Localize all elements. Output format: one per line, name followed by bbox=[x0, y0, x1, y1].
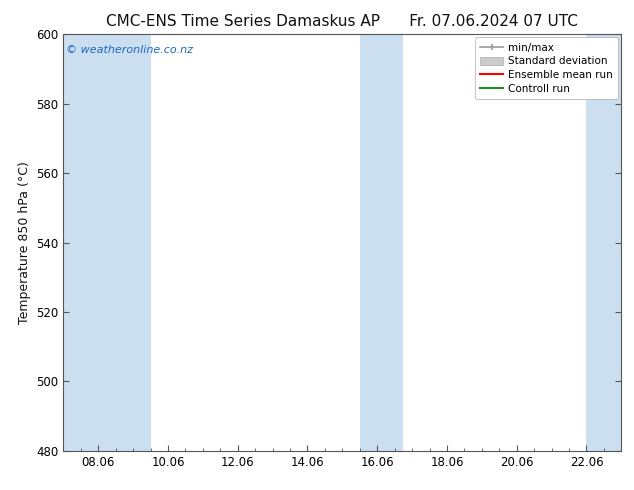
Y-axis label: Temperature 850 hPa (°C): Temperature 850 hPa (°C) bbox=[18, 161, 30, 324]
Bar bbox=[359, 34, 403, 451]
Title: CMC-ENS Time Series Damaskus AP      Fr. 07.06.2024 07 UTC: CMC-ENS Time Series Damaskus AP Fr. 07.0… bbox=[107, 14, 578, 29]
Text: © weatheronline.co.nz: © weatheronline.co.nz bbox=[66, 45, 193, 55]
Bar bbox=[586, 34, 621, 451]
Legend: min/max, Standard deviation, Ensemble mean run, Controll run: min/max, Standard deviation, Ensemble me… bbox=[475, 37, 618, 99]
Bar bbox=[63, 34, 150, 451]
